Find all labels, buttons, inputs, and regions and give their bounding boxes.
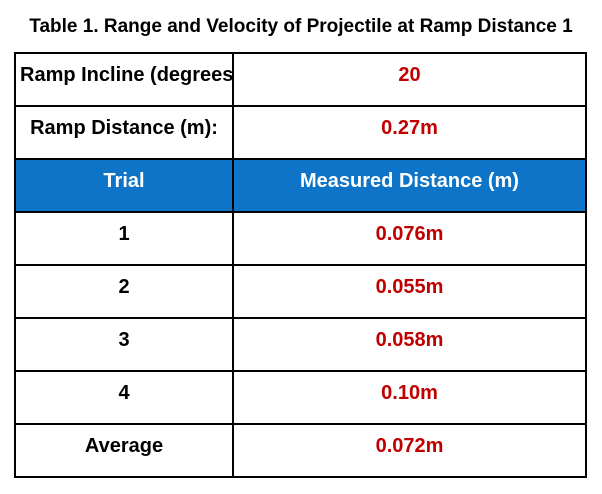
header-cell-measured-distance: Measured Distance (m) xyxy=(232,158,587,213)
table-title: Table 1. Range and Velocity of Projectil… xyxy=(29,16,573,37)
ramp-incline-value-cell: 20 xyxy=(232,52,587,107)
trial-4-label-cell: 4 xyxy=(14,370,234,425)
trial-1-value-cell: 0.076m xyxy=(232,211,587,266)
table-header-row: Trial Measured Distance (m) xyxy=(14,158,587,213)
table-row: 3 0.058m xyxy=(14,317,587,372)
table-row: 2 0.055m xyxy=(14,264,587,319)
header-cell-trial: Trial xyxy=(14,158,234,213)
average-value-cell: 0.072m xyxy=(232,423,587,478)
average-label-cell: Average xyxy=(14,423,234,478)
table-row: Ramp Distance (m): 0.27m xyxy=(14,105,587,160)
ramp-distance-value-cell: 0.27m xyxy=(232,105,587,160)
ramp-distance-label-cell: Ramp Distance (m): xyxy=(14,105,234,160)
ramp-incline-label-cell: Ramp Incline (degrees) xyxy=(14,52,234,107)
data-table: Ramp Incline (degrees) 20 Ramp Distance … xyxy=(14,52,587,478)
trial-1-label-cell: 1 xyxy=(14,211,234,266)
trial-4-value-cell: 0.10m xyxy=(232,370,587,425)
trial-2-value-cell: 0.055m xyxy=(232,264,587,319)
trial-3-label-cell: 3 xyxy=(14,317,234,372)
table-row: Ramp Incline (degrees) 20 xyxy=(14,52,587,107)
trial-3-value-cell: 0.058m xyxy=(232,317,587,372)
trial-2-label-cell: 2 xyxy=(14,264,234,319)
table-row: 1 0.076m xyxy=(14,211,587,266)
table-row: 4 0.10m xyxy=(14,370,587,425)
table-row: Average 0.072m xyxy=(14,423,587,478)
